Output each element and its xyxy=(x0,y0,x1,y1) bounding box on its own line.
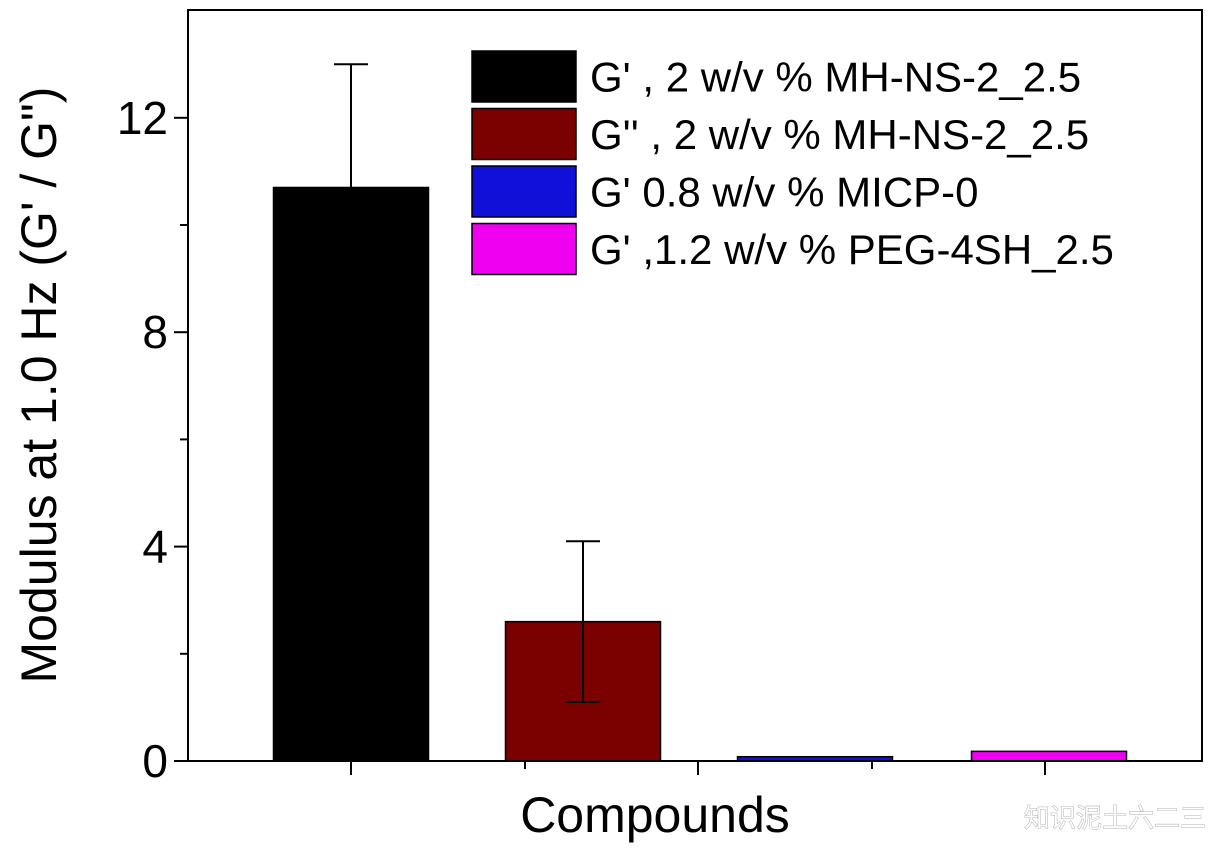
legend-swatch-3 xyxy=(471,165,577,218)
y-tick-label: 0 xyxy=(142,735,168,787)
y-tick-label: 4 xyxy=(142,521,168,573)
legend-swatch-1 xyxy=(471,50,577,103)
legend: G' , 2 w/v % MH-NS-2_2.5 G'' , 2 w/v % MH… xyxy=(471,50,1114,276)
plot-frame xyxy=(187,9,1203,762)
y-tick-label: 12 xyxy=(117,92,168,144)
watermark-text: 知识泥土六二三 xyxy=(1024,804,1206,834)
legend-label-4: G' ,1.2 w/v % PEG-4SH_2.5 xyxy=(590,226,1114,273)
y-axis: 0 4 8 12 xyxy=(117,92,188,787)
legend-swatch-4 xyxy=(471,222,577,276)
legend-label-3: G' 0.8 w/v % MICP-0 xyxy=(590,169,978,216)
x-axis-title: Compounds xyxy=(520,787,790,843)
x-axis xyxy=(350,761,1046,775)
legend-swatch-2 xyxy=(471,107,577,161)
legend-label-1: G' , 2 w/v % MH-NS-2_2.5 xyxy=(590,54,1081,101)
bars-layer xyxy=(272,186,1128,762)
bar-4 xyxy=(970,750,1128,762)
error-bars-layer xyxy=(334,63,600,704)
legend-label-2: G'' , 2 w/v % MH-NS-2_2.5 xyxy=(590,111,1089,158)
y-axis-title: Modulus at 1.0 Hz (G' / G") xyxy=(11,87,67,684)
y-tick-label: 8 xyxy=(142,306,168,358)
